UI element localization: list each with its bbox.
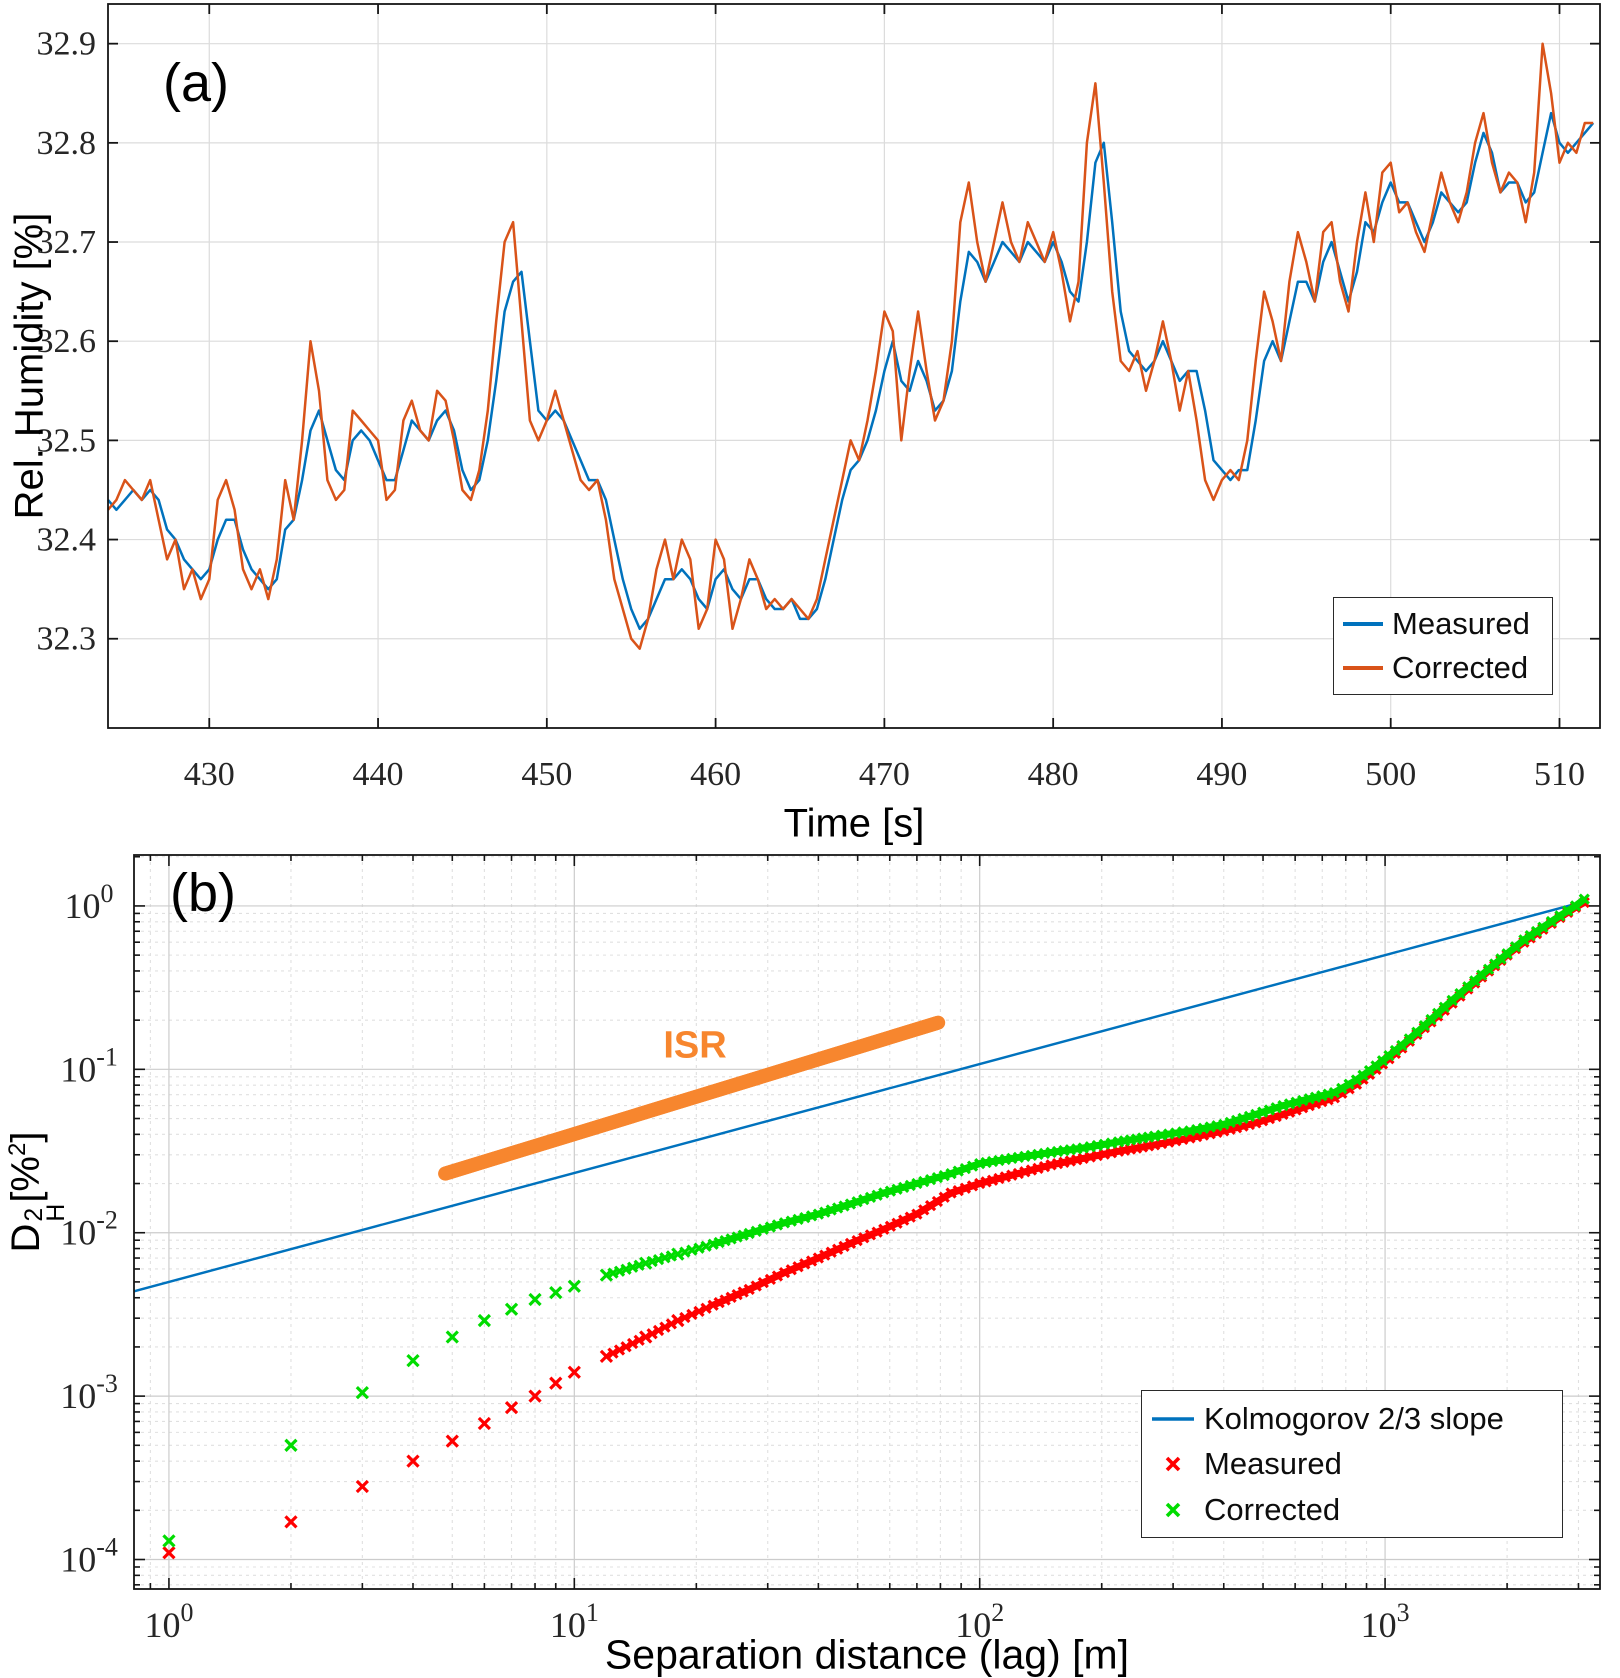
measured-x-swatch [1165, 1456, 1181, 1472]
isr-line [438, 1015, 946, 1181]
svg-text:103: 103 [1361, 1598, 1410, 1645]
ylabel-unit: [% [4, 1155, 49, 1203]
svg-text:10-2: 10-2 [60, 1206, 118, 1253]
svg-text:32.5: 32.5 [37, 422, 97, 459]
panel-b-axes [133, 854, 1601, 1590]
svg-text:32.4: 32.4 [37, 522, 97, 559]
ylabel-d: D [4, 1223, 49, 1253]
isr-annotation: ISR [663, 1024, 727, 1067]
svg-text:430: 430 [184, 756, 235, 793]
svg-text:510: 510 [1534, 756, 1585, 793]
svg-text:490: 490 [1196, 756, 1247, 793]
svg-text:460: 460 [690, 756, 741, 793]
legend-row-corrected: Corrected [1334, 650, 1552, 686]
legend-row-corrected-b: Corrected [1142, 1492, 1562, 1528]
panel-a-legend: Measured Corrected [1333, 597, 1553, 695]
panel-b-y-axis-label: D 2 H [%2] [3, 1131, 70, 1253]
panel-a-x-axis-label: Time [s] [783, 801, 925, 846]
kolmogorov-line [133, 900, 1586, 1293]
svg-text:470: 470 [859, 756, 910, 793]
svg-text:450: 450 [521, 756, 572, 793]
legend-label-measured-b: Measured [1204, 1446, 1342, 1481]
corrected-line-swatch [1343, 666, 1383, 670]
svg-text:100: 100 [144, 1598, 193, 1645]
panel-b-x-axis-label: Separation distance (lag) [m] [604, 1631, 1130, 1678]
legend-row-kolmogorov: Kolmogorov 2/3 slope [1142, 1401, 1562, 1437]
ylabel-unit-sup: 2 [3, 1142, 31, 1156]
panel-a-series [107, 42, 1595, 650]
svg-text:32.3: 32.3 [37, 621, 97, 658]
panel-a-axes [107, 3, 1601, 729]
legend-label-measured: Measured [1392, 606, 1530, 641]
legend-label-corrected: Corrected [1392, 650, 1529, 685]
panel-a-y-axis-label: Rel. Humidity [%] [7, 212, 52, 520]
svg-text:32.7: 32.7 [37, 224, 97, 261]
panel-b-tick-labels: 100 10-1 10-2 10-3 10-4 100 101 102 103 [60, 879, 1409, 1645]
legend-label-corrected-b: Corrected [1204, 1491, 1341, 1527]
panel-b-tag: (b) [170, 863, 236, 923]
svg-text:10-3: 10-3 [60, 1369, 118, 1416]
legend-row-measured-b: Measured [1142, 1446, 1562, 1482]
svg-text:440: 440 [353, 756, 404, 793]
svg-text:480: 480 [1028, 756, 1079, 793]
svg-text:32.6: 32.6 [37, 323, 97, 360]
measured-line-swatch [1343, 622, 1383, 626]
panel-b-legend: Kolmogorov 2/3 slope Measured Corrected [1141, 1390, 1563, 1538]
panel-b-grid [134, 855, 1600, 1589]
svg-text:500: 500 [1365, 756, 1416, 793]
corrected-x-swatch [1165, 1502, 1181, 1517]
svg-text:100: 100 [65, 879, 114, 926]
panel-a-tag: (a) [163, 53, 229, 113]
svg-text:101: 101 [550, 1598, 599, 1645]
legend-row-measured: Measured [1334, 606, 1552, 642]
series-corrected-b [162, 893, 1590, 1548]
svg-text:102: 102 [955, 1598, 1004, 1645]
panel-a-tick-labels: 32.3 32.4 32.5 32.6 32.7 32.8 32.9 430 440 450 460… [37, 26, 1585, 793]
kolmogorov-line-swatch [1152, 1416, 1194, 1421]
legend-label-kolmogorov: Kolmogorov 2/3 slope [1204, 1400, 1504, 1436]
svg-text:10-4: 10-4 [60, 1533, 118, 1580]
ylabel-unit-close: ] [4, 1131, 49, 1143]
svg-text:32.8: 32.8 [37, 125, 97, 162]
svg-text:10-1: 10-1 [60, 1042, 118, 1089]
svg-text:32.9: 32.9 [37, 26, 97, 63]
